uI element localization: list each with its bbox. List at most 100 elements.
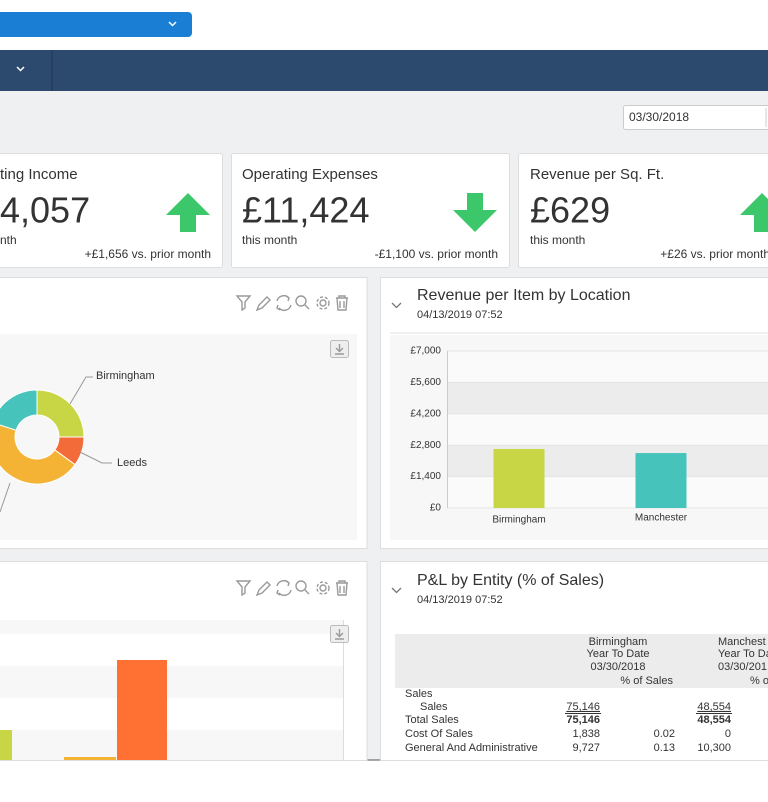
kpi-caption: nth <box>0 233 17 247</box>
toolbar-icon[interactable] <box>336 295 348 311</box>
kpi-card <box>231 153 510 268</box>
widget-title: P&L by Entity (% of Sales) <box>417 572 604 589</box>
row-label: Sales <box>405 688 433 700</box>
chart-area <box>0 334 357 540</box>
bar-chart: £0 £1,400 £2,800 £4,200 £5,600 £7,000 Birmingh… <box>410 346 768 526</box>
grid-band <box>447 413 768 446</box>
cell: 10,300 <box>697 742 731 754</box>
y-tick-label: £4,200 <box>410 408 441 419</box>
kpi-change: +£26 vs. prior month <box>660 247 768 261</box>
column-header: Manchest <box>718 636 766 648</box>
toolbar-icon[interactable] <box>319 299 327 307</box>
bar <box>493 449 545 508</box>
toolbar-icon[interactable] <box>304 304 310 310</box>
grid-band <box>0 698 343 730</box>
kpi-title: ting Income <box>0 166 78 183</box>
y-tick-label: £5,600 <box>410 377 441 388</box>
widget-subtitle: 04/13/2019 07:52 <box>417 594 503 606</box>
leader-line <box>69 376 93 405</box>
toolbar-icon[interactable] <box>276 295 292 311</box>
toolbar-icon[interactable] <box>316 296 330 310</box>
kpi-row: ting Income 4,057 nth +£1,656 vs. prior mon… <box>0 153 768 268</box>
widget-title: Revenue per Item by Location <box>417 287 630 304</box>
kpi-card <box>0 153 223 268</box>
cell: 75,146 <box>566 701 600 713</box>
download-button[interactable] <box>330 340 349 358</box>
nav-bar <box>0 50 768 91</box>
toolbar-icon[interactable] <box>336 580 348 596</box>
kpi-title: Revenue per Sq. Ft. <box>530 166 664 183</box>
kpi-value: £11,424 <box>242 190 369 231</box>
kpi-caption: this month <box>530 233 585 247</box>
collapse-chevron[interactable] <box>391 302 402 309</box>
column-header: % o <box>750 675 768 687</box>
toolbar-icon[interactable] <box>276 580 292 596</box>
cell: 0.13 <box>654 742 675 754</box>
donut-slice <box>0 424 76 485</box>
toolbar-icon[interactable] <box>295 295 307 307</box>
kpi-value: 4,057 <box>0 190 90 231</box>
toolbar-icon[interactable] <box>235 295 252 312</box>
x-tick-label: Birmingham <box>492 515 545 526</box>
bar <box>635 453 687 508</box>
panel-toolbar <box>235 580 348 597</box>
column-header: 03/30/2018 <box>590 661 645 673</box>
date-input[interactable] <box>623 105 768 130</box>
row-label: Cost Of Sales <box>405 728 473 740</box>
y-tick-label: £2,800 <box>410 440 441 451</box>
kpi-value: £629 <box>530 190 610 231</box>
cell: 75,146 <box>566 714 600 726</box>
cell: 48,554 <box>697 714 732 726</box>
kpi-title: Operating Expenses <box>242 166 378 183</box>
donut-chart <box>0 389 85 485</box>
trend-arrow <box>453 193 497 232</box>
toolbar-icon[interactable] <box>304 589 310 595</box>
x-tick-label: Manchester <box>635 513 688 524</box>
bar <box>0 730 12 760</box>
slice-label: Leeds <box>117 457 147 469</box>
toolbar-icon[interactable] <box>295 580 307 592</box>
kpi-card <box>518 153 768 268</box>
row-label: Total Sales <box>405 714 459 726</box>
donut-slice <box>0 389 38 431</box>
y-tick-label: £0 <box>430 503 442 514</box>
toolbar-icon[interactable] <box>255 296 271 312</box>
grid-band <box>447 351 768 383</box>
nav-chevron[interactable] <box>16 66 25 72</box>
date-text: 03/30/2018 <box>629 110 689 124</box>
column-header: 03/30/201 <box>718 661 767 673</box>
table-header-bg <box>395 634 768 688</box>
leader-line <box>0 482 11 513</box>
trend-arrow <box>740 193 768 232</box>
bar <box>117 660 167 760</box>
row-label: Sales <box>420 701 448 713</box>
leader-line <box>79 451 112 464</box>
cell: 0 <box>725 728 731 740</box>
cell: 1,838 <box>572 728 600 740</box>
collapse-chevron[interactable] <box>391 587 402 594</box>
cell: 0.02 <box>654 728 675 740</box>
kpi-change: -£1,100 vs. prior month <box>375 247 498 261</box>
trend-arrow <box>166 193 210 232</box>
toolbar-icon[interactable] <box>255 581 271 597</box>
cell: 9,727 <box>572 742 600 754</box>
column-header: Year To Da <box>718 648 768 660</box>
slice-label: Birmingham <box>96 370 155 382</box>
toolbar-icon[interactable] <box>235 580 252 597</box>
y-tick-label: £7,000 <box>410 346 441 357</box>
cell: 48,554 <box>697 701 731 713</box>
workspace-dropdown[interactable] <box>0 12 192 37</box>
download-button[interactable] <box>330 625 349 643</box>
toolbar-icon[interactable] <box>319 584 327 592</box>
panel-toolbar <box>235 295 348 312</box>
widget-subtitle: 04/13/2019 07:52 <box>417 309 503 321</box>
bar <box>64 757 116 760</box>
column-header: Year To Date <box>587 648 650 660</box>
grid-band <box>0 634 343 666</box>
y-tick-label: £1,400 <box>410 471 441 482</box>
column-header: Birmingham <box>589 636 648 648</box>
dropdown-chevron <box>168 21 177 27</box>
toolbar-icon[interactable] <box>316 581 330 595</box>
